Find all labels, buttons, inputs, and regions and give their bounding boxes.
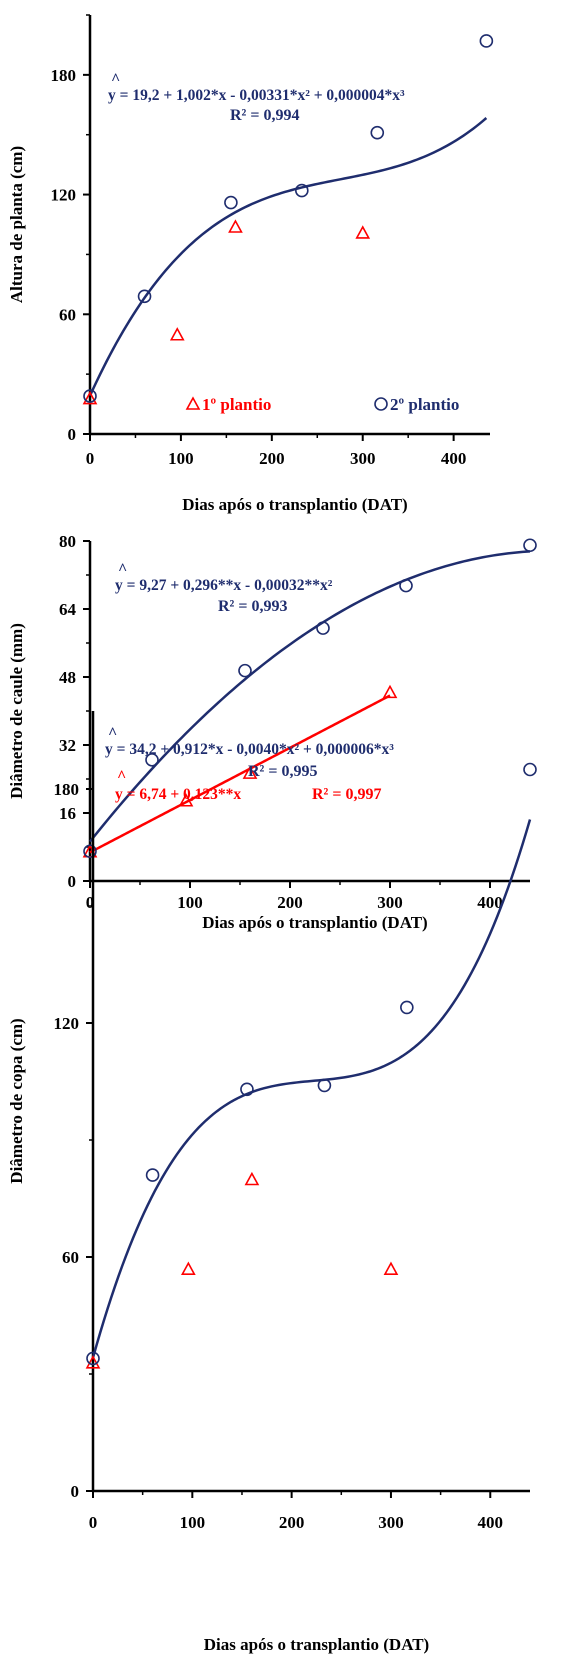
y-tick-label: 180: [51, 66, 77, 85]
x-tick-label: 200: [259, 449, 285, 468]
x-axis-label: Dias após o transplantio (DAT): [182, 495, 407, 514]
legend-triangle-marker: [185, 396, 201, 410]
y-tick-label: 120: [54, 1014, 80, 1033]
y-tick-label: 16: [59, 804, 76, 823]
data-point-triangle: [383, 1261, 399, 1275]
chart-panel-2: 0 16 32 48 64 80 0 100 200 300 400 Dias após o tran…: [7, 532, 537, 932]
equation-hat: ^: [111, 71, 120, 88]
equation-r2: R² = 0,994: [230, 107, 299, 124]
data-point-circle: [400, 1000, 414, 1015]
y-axis-label: Diâmetro de copa (cm): [7, 1018, 26, 1183]
equation-hat: ^: [117, 768, 126, 785]
x-tick-label: 100: [180, 1513, 206, 1532]
x-tick-label: 300: [377, 893, 403, 912]
x-tick-label: 400: [441, 449, 467, 468]
fit-curve-2: [88, 117, 488, 397]
equation-text: y = 9,27 + 0,296**x - 0,00032**x²: [115, 577, 333, 594]
data-point-circle: [224, 195, 238, 210]
x-tick-label: 100: [168, 449, 194, 468]
fit-curve-2: [89, 550, 531, 843]
data-point-triangle: [180, 1261, 196, 1275]
y-tick-label: 60: [59, 305, 76, 324]
data-point-circle: [86, 1351, 100, 1366]
x-tick-label: 400: [478, 1513, 504, 1532]
x-tick-label: 0: [89, 1513, 98, 1532]
data-point-circle: [145, 753, 159, 767]
x-tick-label: 200: [277, 893, 303, 912]
y-tick-label: 120: [51, 186, 77, 205]
data-point-circle: [523, 762, 537, 777]
x-tick-label: 400: [477, 893, 503, 912]
data-point-triangle: [85, 1355, 101, 1369]
data-point-triangle: [382, 684, 398, 699]
data-point-circle: [238, 663, 252, 678]
equation-r2: R² = 0,997: [312, 786, 381, 803]
data-point-triangle: [244, 1171, 260, 1186]
fit-curve-2: [91, 819, 532, 1358]
data-point-circle: [316, 621, 330, 635]
y-tick-label: 64: [59, 600, 77, 619]
y-tick-label: 0: [68, 425, 77, 444]
data-point-circle: [370, 125, 385, 140]
data-point-triangle: [82, 390, 98, 405]
x-tick-label: 0: [86, 893, 95, 912]
legend-circle-marker: [374, 397, 388, 411]
x-axis-label: Dias após o transplantio (DAT): [202, 913, 427, 932]
equation-text: y = 34,2 + 0,912*x - 0,0040*x² + 0,00000…: [105, 741, 394, 758]
y-tick-label: 180: [54, 780, 80, 799]
equation-text: y = 6,74 + 0,123**x: [115, 786, 241, 803]
x-tick-label: 300: [378, 1513, 404, 1532]
y-tick-label: 32: [59, 736, 76, 755]
data-point-circle: [523, 538, 537, 553]
y-tick-label: 0: [68, 872, 77, 891]
x-tick-label: 200: [279, 1513, 305, 1532]
data-point-circle: [145, 1168, 160, 1182]
x-tick-label: 300: [350, 449, 376, 468]
data-point-circle: [240, 1082, 254, 1097]
y-tick-label: 60: [62, 1248, 79, 1267]
equation-hat: ^: [118, 561, 127, 578]
data-point-circle: [83, 389, 97, 403]
x-axis-label: Dias após o transplantio (DAT): [204, 1635, 429, 1654]
y-tick-label: 80: [59, 532, 76, 551]
y-axis-label: Altura de planta (cm): [7, 146, 26, 303]
data-point-circle: [83, 844, 97, 859]
chart-panel-3: 0 60 120 180 0 100 200 300 400 Dias após o transp…: [7, 711, 537, 1654]
equation-r2: R² = 0,993: [218, 598, 287, 615]
data-point-triangle: [169, 327, 185, 341]
legend-label-2: 2º plantio: [390, 395, 459, 414]
x-tick-label: 100: [177, 893, 203, 912]
data-point-circle: [317, 1078, 332, 1093]
x-tick-label: 0: [86, 449, 95, 468]
data-point-circle: [399, 578, 413, 593]
data-point-circle: [295, 183, 309, 198]
data-point-circle: [479, 34, 494, 48]
data-point-triangle: [242, 765, 258, 779]
y-tick-label: 0: [71, 1482, 80, 1501]
legend-label-1: 1º plantio: [202, 395, 271, 414]
fit-curve-1: [89, 694, 391, 854]
equation-r2: R² = 0,995: [248, 763, 317, 780]
data-point-triangle: [355, 225, 371, 239]
equation-hat: ^: [108, 725, 117, 742]
data-point-circle: [137, 289, 152, 304]
data-point-triangle: [178, 793, 194, 807]
equation-text: y = 19,2 + 1,002*x - 0,00331*x² + 0,0000…: [108, 87, 405, 104]
data-point-triangle: [228, 219, 243, 233]
chart-panel-1: 0 60 120 180 0 100 200 300 400 Dias após o transp…: [7, 14, 494, 514]
y-axis-label: Diâmetro de caule (mm): [7, 623, 26, 799]
y-tick-label: 48: [59, 668, 76, 687]
